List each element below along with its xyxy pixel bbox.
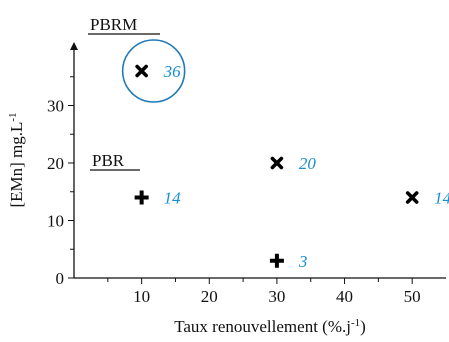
- point-value-label: 3: [298, 252, 308, 271]
- x-tick-label: 50: [404, 287, 421, 306]
- y-tick-label: 0: [56, 269, 65, 288]
- cross-marker: [270, 156, 284, 170]
- y-axis-label: [EMn] mg.L-1: [7, 112, 26, 207]
- cross-marker: [405, 191, 419, 204]
- point-value-label: 36: [163, 62, 182, 81]
- series-label-pbrm: PBRM: [90, 15, 137, 34]
- x-tick-label: 30: [268, 287, 285, 306]
- y-tick-label: 10: [47, 212, 64, 231]
- plus-marker: [269, 253, 284, 268]
- y-tick-label: 20: [47, 154, 64, 173]
- y-axis-arrow: [70, 42, 78, 50]
- series-label-pbr: PBR: [92, 151, 125, 170]
- y-tick-label: 30: [47, 97, 64, 116]
- x-tick-label: 20: [201, 287, 218, 306]
- cross-marker: [135, 64, 148, 78]
- x-tick-label: 10: [133, 287, 150, 306]
- point-value-label: 20: [299, 154, 317, 173]
- highlight-circle: [121, 39, 186, 103]
- x-tick-label: 40: [336, 287, 353, 306]
- plus-marker: [134, 190, 149, 205]
- x-axis-label: Taux renouvellement (%.j-1): [174, 317, 366, 336]
- point-value-label: 14: [434, 189, 449, 208]
- point-value-label: 14: [164, 189, 182, 208]
